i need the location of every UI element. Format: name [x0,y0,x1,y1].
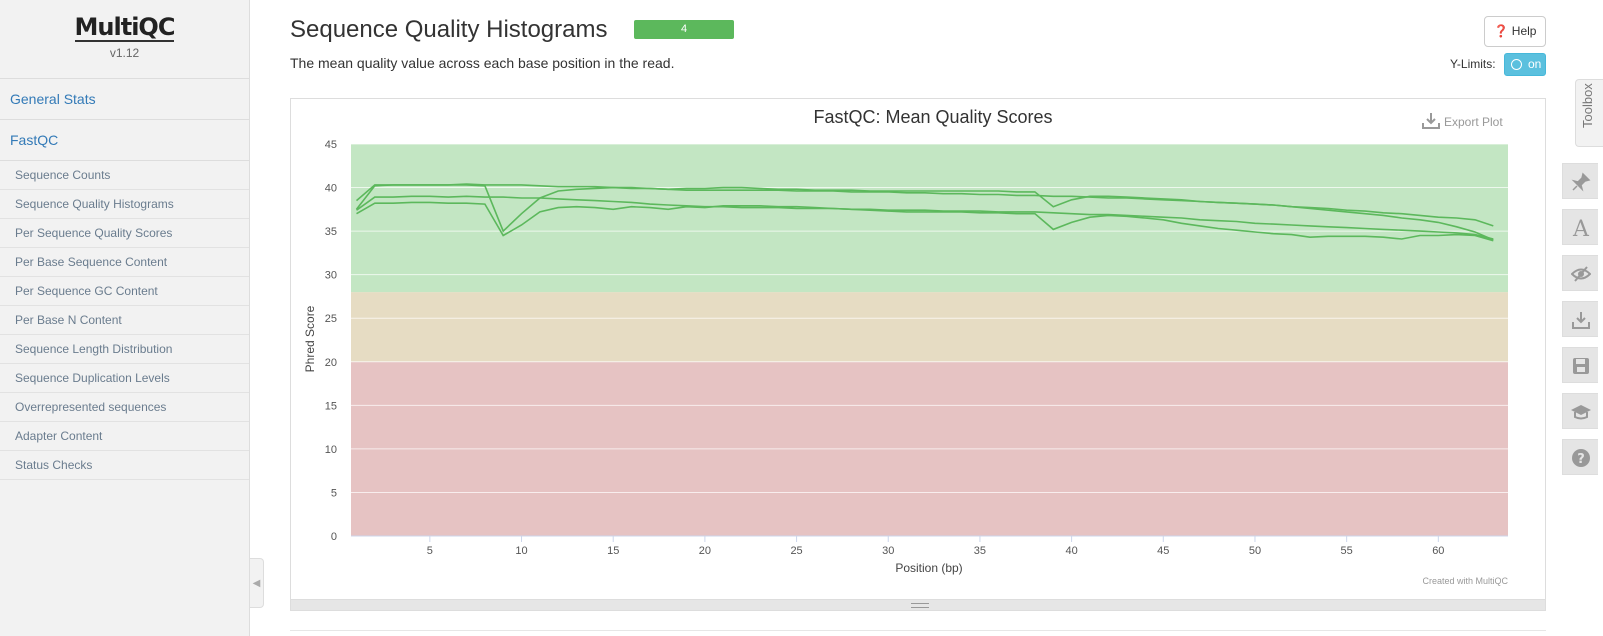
x-tick-label: 15 [607,545,619,557]
x-tick-label: 10 [515,545,527,557]
sidebar: MultiQC v1.12 General Stats FastQC Seque… [0,0,250,636]
chevron-left-icon: ◀ [252,578,261,589]
toolbox-tutorial-button[interactable] [1562,393,1598,429]
status-badge[interactable]: 4 [634,20,734,39]
section-description: The mean quality value across each base … [290,55,675,71]
question-icon: ? [1572,449,1590,467]
eye-slash-icon [1571,266,1591,282]
y-tick-label: 0 [331,531,337,543]
toolbox-tab[interactable]: Toolbox [1575,79,1603,147]
x-axis-label: Position (bp) [895,561,962,575]
section-divider [290,630,1546,631]
toolbox-save-button[interactable] [1562,347,1598,383]
y-tick-label: 25 [325,313,337,325]
series-lines[interactable] [355,183,1494,242]
series-line-2[interactable] [356,195,1494,240]
grid-lines [351,143,1508,537]
nav-status-checks[interactable]: Status Checks [0,451,249,480]
ylimits-toggle[interactable]: on [1504,53,1546,76]
toolbox-label: Toolbox [1580,83,1595,128]
quality-band-1 [351,292,1508,362]
logo[interactable]: MultiQC v1.12 [0,0,249,79]
section-title: Sequence Quality Histograms [290,16,608,43]
svg-text:A: A [1572,218,1590,238]
font-icon: A [1572,218,1590,238]
nav-adapter-content[interactable]: Adapter Content [0,422,249,451]
series-line-4[interactable] [355,184,1494,241]
nav-sequence-quality-histograms[interactable]: Sequence Quality Histograms [0,190,249,219]
plot-container: FastQC: Mean Quality Scores Export Plot … [290,98,1546,600]
svg-text:?: ? [1577,452,1585,467]
plot-credit: Created with MultiQC [1422,576,1508,586]
y-tick-label: 5 [331,487,337,499]
pin-icon [1571,172,1591,192]
y-tick-label: 35 [325,226,337,238]
toolbox-export-button[interactable] [1562,301,1598,337]
nav-sequence-counts[interactable]: Sequence Counts [0,161,249,190]
sidebar-collapse-button[interactable]: ◀ [250,558,264,608]
x-tick-label: 5 [427,545,433,557]
nav-general-stats[interactable]: General Stats [0,79,249,120]
y-axis-label: Phred Score [303,305,317,372]
nav-per-base-sequence-content[interactable]: Per Base Sequence Content [0,248,249,277]
save-icon [1573,358,1589,374]
nav-per-sequence-gc-content[interactable]: Per Sequence GC Content [0,277,249,306]
y-axis: 0 5 10 15 20 25 30 35 40 45 [325,139,337,543]
download-icon [1572,312,1590,329]
help-label: Help [1511,24,1537,38]
y-tick-label: 20 [325,357,337,369]
toolbox-hide-button[interactable] [1562,255,1598,291]
toolbox-highlight-button[interactable] [1562,163,1598,199]
nav-fastqc[interactable]: FastQC [0,120,249,161]
export-plot-button[interactable]: Export Plot [1422,113,1503,129]
quality-band-2 [351,144,1508,293]
toggle-knob-icon [1511,59,1522,70]
ylimits-label: Y-Limits: [1450,57,1496,71]
x-tick-label: 45 [1157,545,1169,557]
toolbox: Toolbox A ? [1562,0,1603,636]
x-axis: 5 10 15 20 25 30 35 40 45 50 55 60 [351,535,1508,557]
x-tick-label: 60 [1432,545,1444,557]
y-tick-label: 45 [325,139,337,151]
series-line-3[interactable] [356,201,1494,242]
nav-overrepresented-sequences[interactable]: Overrepresented sequences [0,393,249,422]
x-tick-label: 40 [1065,545,1077,557]
y-tick-label: 30 [325,270,337,282]
ylimits-state: on [1528,57,1542,71]
y-tick-label: 10 [325,444,337,456]
chart-title: FastQC: Mean Quality Scores [813,107,1052,127]
plot-resize-handle[interactable] [290,600,1546,611]
quality-bands [351,144,1508,536]
x-tick-label: 20 [699,545,711,557]
x-tick-label: 25 [790,545,802,557]
y-tick-label: 40 [325,183,337,195]
version-label: v1.12 [109,46,140,60]
brand-logo: MultiQC [74,13,175,42]
toolbox-rename-button[interactable]: A [1562,209,1598,245]
nav-sequence-duplication-levels[interactable]: Sequence Duplication Levels [0,364,249,393]
help-button[interactable]: ❓ Help [1484,16,1546,47]
x-tick-label: 30 [882,545,894,557]
graduation-cap-icon [1571,405,1591,420]
x-tick-label: 55 [1341,545,1353,557]
download-icon [1422,113,1440,129]
x-tick-label: 35 [974,545,986,557]
nav-sequence-length-distribution[interactable]: Sequence Length Distribution [0,335,249,364]
export-plot-label: Export Plot [1444,115,1503,129]
grip-icon [911,603,929,608]
y-tick-label: 15 [325,400,337,412]
nav-per-sequence-quality-scores[interactable]: Per Sequence Quality Scores [0,219,249,248]
x-tick-label: 50 [1249,545,1261,557]
question-circle-icon: ❓ [1493,24,1509,38]
chart: FastQC: Mean Quality Scores Export Plot … [303,107,1508,586]
nav-per-base-n-content[interactable]: Per Base N Content [0,306,249,335]
main-content: Sequence Quality Histograms 4 The mean q… [290,0,1546,636]
toolbox-help-button[interactable]: ? [1562,439,1598,475]
